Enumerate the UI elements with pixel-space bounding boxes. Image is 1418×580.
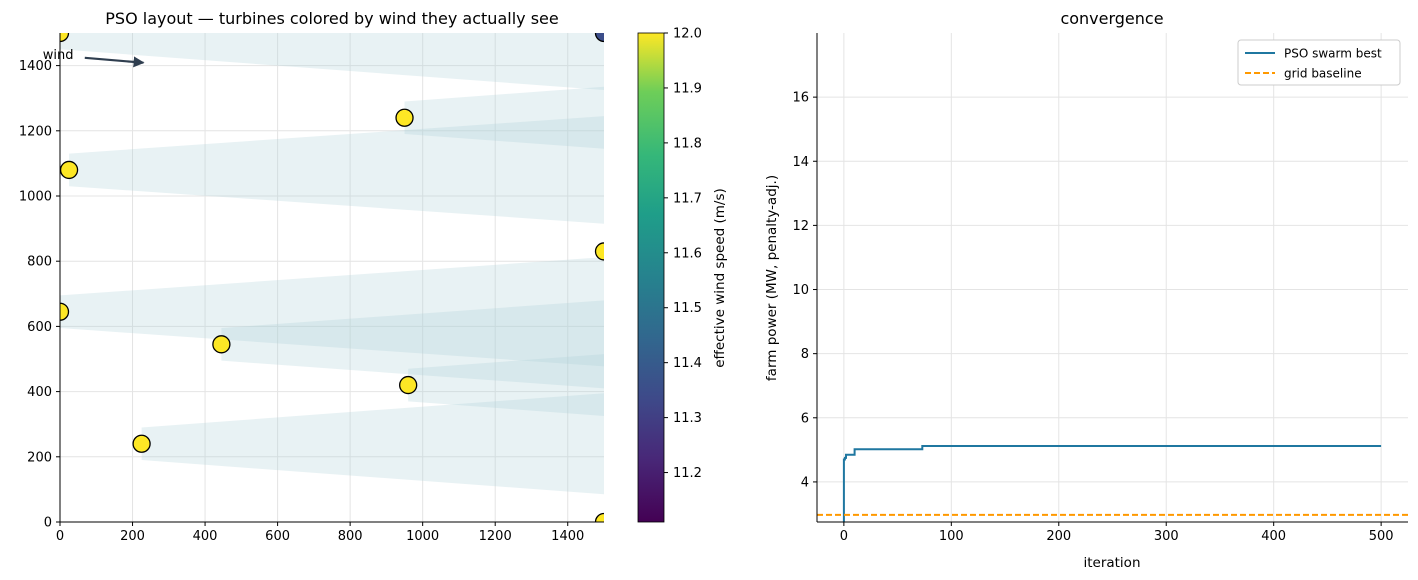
y-tick-label: 6 bbox=[801, 411, 809, 426]
y-tick-label: 400 bbox=[27, 385, 52, 400]
wake-region bbox=[60, 257, 604, 367]
y-tick-label: 600 bbox=[27, 320, 52, 335]
turbine-point bbox=[594, 33, 604, 43]
x-tick-label: 800 bbox=[338, 529, 363, 544]
y-tick-label: 1000 bbox=[19, 190, 52, 205]
turbine-point bbox=[399, 375, 418, 395]
wind-annotation: wind bbox=[43, 48, 145, 68]
legend-label-pso: PSO swarm best bbox=[1284, 47, 1382, 61]
y-tick-label: 200 bbox=[27, 450, 52, 465]
convergence-grid bbox=[817, 33, 1408, 522]
convergence-panel: convergence 0 100 200 300 400 50046810121416 … bbox=[764, 9, 1408, 571]
turbine-point bbox=[60, 33, 70, 43]
colorbar-tick-label: 11.8 bbox=[673, 136, 702, 151]
wind-arrow bbox=[84, 56, 145, 68]
colorbar: 11.2 11.3 11.4 11.5 11.6 11.7 11.8 11.9 12.0 eff… bbox=[637, 27, 728, 523]
x-tick-label: 400 bbox=[1261, 529, 1286, 544]
x-tick-label: 200 bbox=[1046, 529, 1071, 544]
layout-title: PSO layout — turbines colored by wind th… bbox=[105, 9, 558, 28]
y-tick-label: 12 bbox=[792, 219, 809, 234]
turbine-point bbox=[60, 302, 70, 321]
x-tick-label: 0 bbox=[840, 529, 848, 544]
colorbar-tick-label: 12.0 bbox=[673, 27, 702, 42]
colorbar-tick-label: 11.6 bbox=[673, 246, 702, 261]
colorbar-tick-label: 11.2 bbox=[673, 466, 702, 481]
x-tick-label: 300 bbox=[1154, 529, 1179, 544]
x-tick-label: 200 bbox=[120, 529, 145, 544]
turbine-point bbox=[132, 434, 151, 453]
convergence-ylabel: farm power (MW, penalty-adj.) bbox=[764, 175, 780, 381]
layout-panel: PSO layout — turbines colored by wind th… bbox=[19, 9, 604, 544]
colorbar-tick-label: 11.3 bbox=[673, 411, 702, 426]
layout-axes: 0 200 400 600 800 1000 1200 1400 0 200 400 600 800 10… bbox=[19, 33, 604, 544]
wake-region bbox=[141, 393, 604, 495]
y-tick-label: 8 bbox=[801, 347, 809, 362]
wake-region bbox=[69, 116, 604, 224]
colorbar-tick-label: 11.5 bbox=[673, 301, 702, 316]
x-tick-label: 0 bbox=[56, 529, 64, 544]
wind-label: wind bbox=[43, 48, 74, 63]
convergence-title: convergence bbox=[1060, 9, 1163, 28]
legend: PSO swarm best grid baseline bbox=[1237, 39, 1401, 86]
y-tick-label: 1400 bbox=[19, 59, 52, 74]
y-tick-label: 0 bbox=[44, 516, 52, 531]
wake-region bbox=[404, 86, 604, 149]
x-tick-label: 500 bbox=[1369, 529, 1394, 544]
x-tick-label: 600 bbox=[265, 529, 290, 544]
turbine-point bbox=[212, 335, 231, 354]
x-tick-label: 400 bbox=[193, 529, 218, 544]
series-pso-swarm-best bbox=[842, 445, 1382, 522]
convergence-xlabel: iteration bbox=[1083, 555, 1140, 571]
colorbar-tick-label: 11.7 bbox=[673, 191, 702, 206]
y-tick-label: 1200 bbox=[19, 124, 52, 139]
wake-regions bbox=[60, 33, 604, 495]
turbine-point bbox=[60, 160, 79, 180]
x-tick-label: 100 bbox=[939, 529, 964, 544]
colorbar-tick-label: 11.4 bbox=[673, 356, 702, 371]
x-tick-label: 1200 bbox=[479, 529, 512, 544]
wake-region bbox=[408, 354, 604, 417]
legend-box bbox=[1237, 39, 1401, 86]
wake-region bbox=[221, 300, 604, 389]
y-tick-label: 14 bbox=[792, 155, 809, 170]
wake-region bbox=[60, 33, 604, 91]
turbine-points bbox=[60, 33, 604, 522]
legend-label-baseline: grid baseline bbox=[1284, 67, 1362, 81]
colorbar-label: effective wind speed (m/s) bbox=[712, 188, 728, 368]
y-tick-label: 16 bbox=[792, 91, 809, 106]
y-tick-label: 10 bbox=[792, 283, 809, 298]
colorbar-ticks: 11.2 11.3 11.4 11.5 11.6 11.7 11.8 11.9 12.0 bbox=[664, 27, 702, 481]
turbine-point bbox=[395, 108, 414, 127]
y-tick-label: 4 bbox=[801, 475, 809, 490]
x-tick-label: 1400 bbox=[551, 529, 584, 544]
x-tick-label: 1000 bbox=[406, 529, 439, 544]
turbine-point bbox=[594, 242, 604, 261]
y-tick-label: 800 bbox=[27, 255, 52, 270]
colorbar-gradient bbox=[637, 32, 665, 523]
layout-grid bbox=[59, 33, 604, 523]
convergence-axes: 0 100 200 300 400 500 4 6 8 10 12 14 16 bbox=[792, 33, 1408, 544]
convergence-series bbox=[817, 445, 1408, 522]
colorbar-tick-label: 11.9 bbox=[673, 81, 702, 96]
turbine-point bbox=[594, 512, 604, 522]
